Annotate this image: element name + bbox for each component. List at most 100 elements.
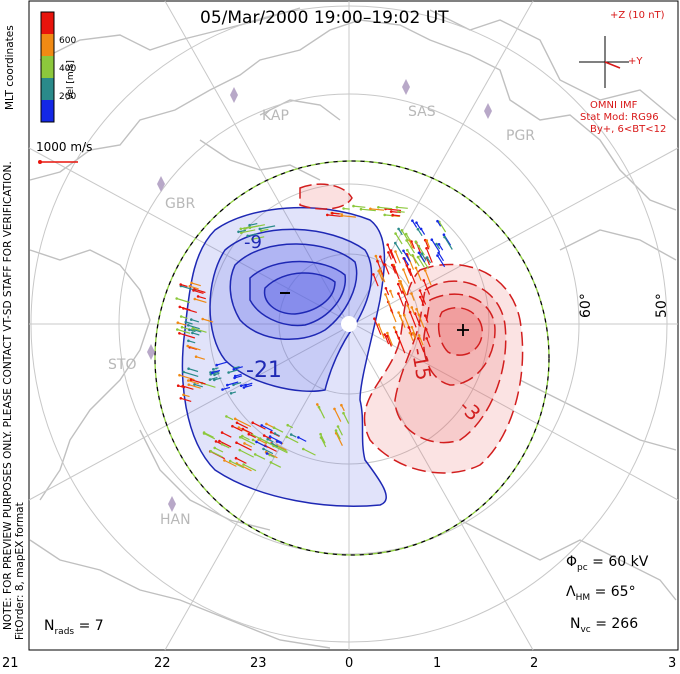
velocity-vector-origin: [215, 363, 218, 367]
velocity-vector-origin: [247, 432, 251, 436]
velocity-vector: [242, 428, 253, 435]
velocity-vector: [183, 307, 197, 313]
velocity-vector-origin: [186, 344, 189, 348]
velocity-vector-origin: [391, 213, 395, 217]
velocity-vector-origin: [417, 337, 420, 340]
velocity-vector: [418, 314, 425, 328]
imf-model: Stat Mod: RG96: [580, 112, 659, 123]
velocity-vector-origin: [425, 239, 429, 242]
coastlines: [29, 7, 677, 649]
colorbar-tick-600: 600: [59, 36, 77, 46]
velocity-vector-origin: [414, 266, 418, 270]
velocity-vector-origin: [374, 254, 378, 258]
mlt-coords-label: MLT coordinates: [4, 25, 16, 110]
hm-boundary-dash: [154, 160, 550, 556]
velocity-vector: [193, 289, 204, 294]
velocity-vector-origin: [387, 251, 390, 254]
velocity-vector-origin: [266, 437, 270, 441]
velocity-vector: [373, 318, 382, 335]
positive-cell-north: [299, 183, 353, 210]
velocity-vector-origin: [405, 239, 408, 242]
velocity-vector: [229, 460, 245, 469]
velocity-vector: [397, 293, 405, 307]
velocity-vector-origin: [407, 326, 411, 329]
velocity-vector-origin: [334, 429, 338, 432]
velocity-vector-origin: [226, 383, 229, 387]
velocity-vector-origin: [410, 306, 414, 309]
velocity-vector-origin: [285, 435, 289, 439]
velocity-vector-origin: [187, 339, 190, 343]
velocity-vector-origin: [379, 255, 382, 258]
velocity-vector-origin: [419, 295, 422, 299]
velocity-vector-origin: [187, 379, 190, 382]
velocity-vector: [182, 385, 194, 390]
velocity-vector-origin: [191, 331, 194, 335]
velocity-vector-origin: [233, 417, 237, 421]
negative-cell-core: [263, 272, 336, 315]
velocity-vector-origin: [397, 336, 401, 340]
colorbar-tick-200: 200: [59, 92, 77, 102]
velocity-vector: [384, 294, 392, 308]
velocity-vector: [378, 206, 393, 210]
fit-order-note: FitOrder: 8, mapEX format: [14, 502, 26, 640]
velocity-vector-origin: [394, 250, 397, 253]
velocity-vector-origin: [436, 254, 439, 257]
velocity-vector: [298, 436, 307, 442]
velocity-vector-origin: [416, 255, 420, 259]
velocity-vector-origin: [436, 219, 439, 223]
velocity-vector-origin: [220, 443, 224, 446]
velocity-vector: [397, 283, 403, 295]
velocity-vector: [333, 408, 342, 422]
velocity-vector-origin: [232, 383, 235, 387]
velocity-vector-origin: [376, 259, 379, 263]
velocity-vector-origin: [182, 370, 185, 374]
velocity-vector-origin: [397, 227, 400, 231]
velocity-vector: [252, 422, 266, 430]
velocity-vector: [419, 290, 427, 305]
velocity-vector-origin: [188, 284, 192, 288]
velocity-vector-origin: [377, 323, 381, 326]
velocity-vector: [411, 220, 418, 228]
imf-source: OMNI IMF: [590, 100, 638, 111]
velocity-vector-origin: [190, 318, 193, 321]
velocity-vector: [417, 228, 423, 237]
contour-label-neg9: -9: [244, 232, 262, 253]
velocity-vector: [228, 369, 239, 374]
velocity-vector: [177, 328, 191, 334]
velocity-vector: [418, 245, 425, 256]
velocity-vector-origin: [394, 241, 397, 245]
velocity-vector: [403, 258, 410, 266]
velocity-vector-origin: [225, 415, 228, 418]
velocity-vector: [386, 335, 392, 347]
velocity-vector: [436, 255, 446, 268]
velocity-vector-origin: [221, 388, 224, 391]
velocity-vector: [276, 445, 288, 453]
velocity-vector: [249, 223, 258, 226]
velocity-vector: [188, 368, 199, 373]
velocity-vector-origin: [258, 437, 262, 440]
velocity-vector: [187, 345, 201, 351]
velocity-vector-origin: [237, 426, 241, 429]
velocity-vector: [386, 332, 393, 346]
velocity-vector: [410, 241, 415, 250]
preview-note: NOTE: FOR PREVIEW PURPOSES ONLY. PLEASE …: [2, 161, 14, 630]
velocity-vector-origin: [213, 373, 216, 377]
velocity-vector: [398, 312, 403, 322]
velocity-vector: [418, 252, 426, 263]
velocity-vector: [234, 418, 252, 428]
velocity-vector-origin: [404, 232, 408, 236]
velocity-vector: [188, 380, 199, 385]
velocity-vector-origin: [430, 238, 434, 241]
velocity-vector-origin: [437, 251, 440, 255]
velocity-vector: [241, 229, 256, 234]
velocity-vector-origin: [393, 265, 396, 269]
velocity-vector-origin: [377, 206, 380, 209]
velocity-vector: [236, 442, 252, 451]
velocity-vector: [243, 384, 253, 389]
velocity-vector-origin: [397, 311, 400, 314]
velocity-vector-origin: [242, 386, 246, 389]
positive-cell-core: [437, 307, 483, 356]
nvc-stat: Nvc = 266: [570, 616, 639, 635]
velocity-vector: [286, 436, 299, 444]
